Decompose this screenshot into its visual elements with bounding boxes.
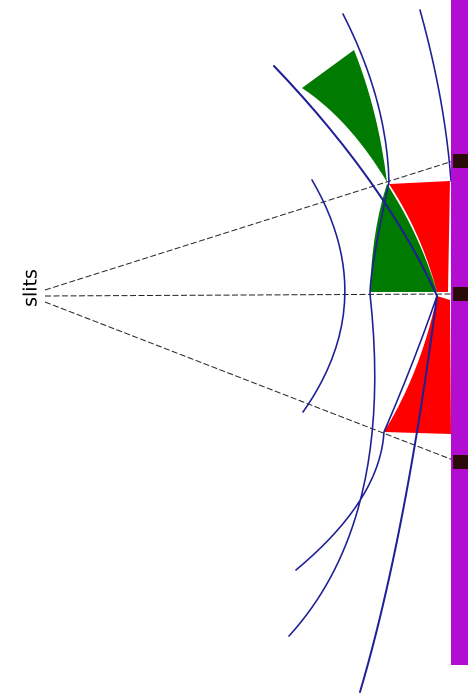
green-region-middle [370, 184, 437, 292]
slits-label: slits [20, 269, 42, 307]
red-region-lower [384, 296, 451, 434]
wavefront-arc-2 [288, 13, 390, 637]
red-region-upper [389, 181, 450, 292]
ray-to-bottom-slit [44, 301, 454, 461]
slit-middle [453, 287, 468, 301]
wavefront-arc-3 [419, 9, 452, 182]
ray-to-top-slit [44, 160, 454, 291]
screen-bar [451, 0, 468, 665]
slit-top [453, 154, 468, 168]
green-region-top [302, 50, 387, 182]
slit-bottom [453, 455, 468, 469]
wavefront-arc-1 [273, 65, 439, 693]
wavefront-arc-5 [295, 295, 438, 571]
ray-to-middle-slit [44, 293, 454, 297]
wavefront-arc-4 [302, 179, 346, 413]
